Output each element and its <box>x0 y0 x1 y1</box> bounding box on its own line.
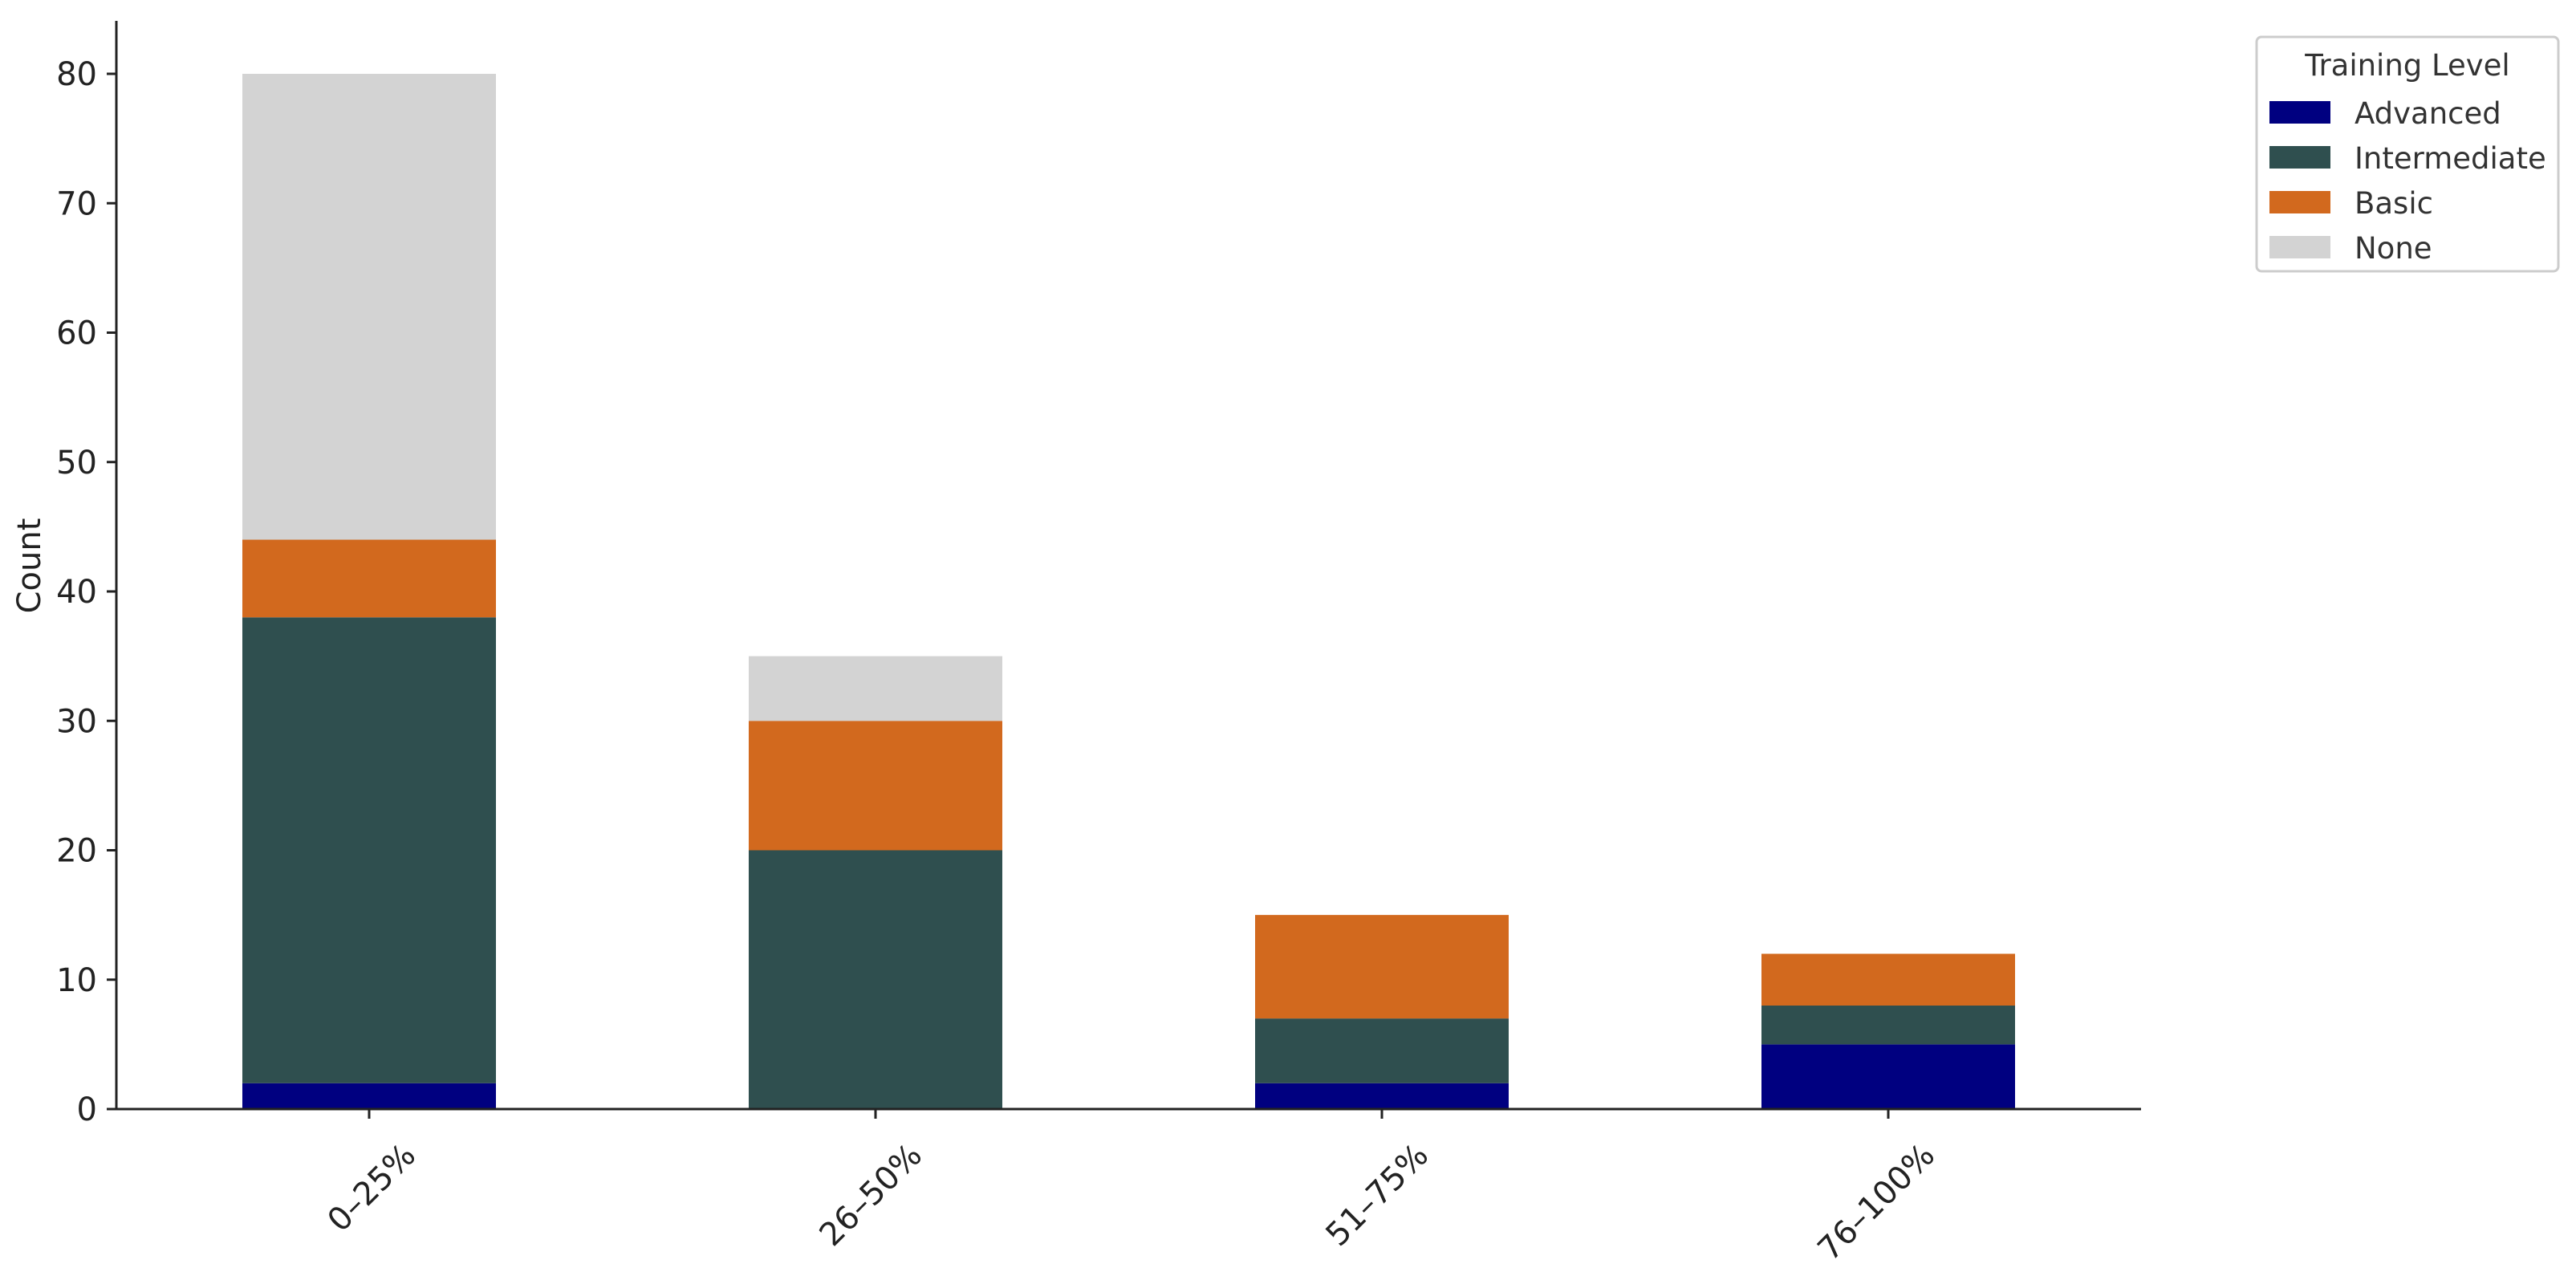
legend-swatch-intermediate <box>2269 146 2330 169</box>
y-tick-label-80: 80 <box>56 56 97 93</box>
legend-label-basic: Basic <box>2355 186 2433 221</box>
x-tick-label-1: 26–50% <box>813 1137 930 1254</box>
legend-swatch-none <box>2269 236 2330 258</box>
bar-segment-advanced-0 <box>242 1083 496 1109</box>
y-tick-label-40: 40 <box>56 574 97 611</box>
y-tick-label-0: 0 <box>77 1091 97 1128</box>
bar-segment-basic-0 <box>242 539 496 618</box>
legend-items: Advanced Intermediate Basic None <box>2269 96 2546 266</box>
bar-segment-basic-1 <box>749 721 1002 851</box>
bar-segment-intermediate-2 <box>1255 1018 1509 1083</box>
x-tick-label-3: 76–100% <box>1811 1137 1943 1269</box>
bar-segment-intermediate-1 <box>749 850 1002 1109</box>
legend-swatch-advanced <box>2269 101 2330 124</box>
y-tick-label-20: 20 <box>56 833 97 870</box>
bar-segment-basic-2 <box>1255 915 1509 1019</box>
bars-layer <box>242 74 2015 1109</box>
legend-label-advanced: Advanced <box>2355 96 2501 131</box>
y-tick-label-30: 30 <box>56 703 97 740</box>
legend-title: Training Level <box>2304 48 2509 83</box>
bar-segment-advanced-3 <box>1761 1044 2015 1109</box>
bar-segment-none-1 <box>749 656 1002 721</box>
y-tick-label-10: 10 <box>56 962 97 999</box>
bar-segment-basic-3 <box>1761 953 2015 1006</box>
legend-frame <box>2255 35 2560 273</box>
bar-segment-intermediate-0 <box>242 617 496 1083</box>
y-tick-label-50: 50 <box>56 445 97 482</box>
legend-label-none: None <box>2355 231 2432 266</box>
x-tick-label-2: 51–75% <box>1319 1137 1436 1254</box>
x-tick-label-0: 0–25% <box>321 1137 424 1240</box>
y-tick-label-60: 60 <box>56 315 97 352</box>
bar-segment-intermediate-3 <box>1761 1006 2015 1045</box>
legend: Training Level Advanced Intermediate Basic… <box>2255 35 2560 273</box>
legend-label-intermediate: Intermediate <box>2355 141 2546 176</box>
bar-segment-none-0 <box>242 74 496 540</box>
y-tick-label-70: 70 <box>56 185 97 222</box>
bar-segment-advanced-2 <box>1255 1083 1509 1109</box>
legend-swatch-basic <box>2269 191 2330 213</box>
y-axis-title: Count <box>11 518 48 614</box>
